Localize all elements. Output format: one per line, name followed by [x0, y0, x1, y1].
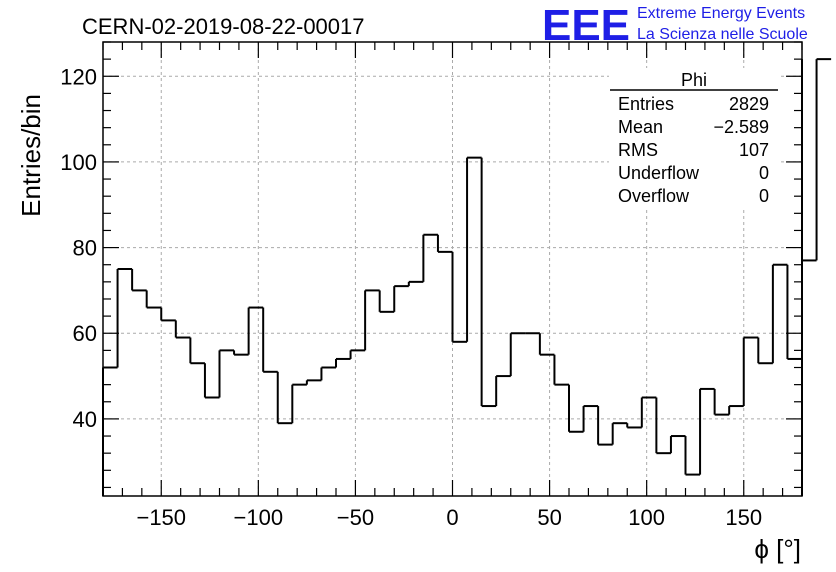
y-tick-label: 120: [60, 64, 97, 89]
stats-label: Entries: [618, 94, 674, 114]
logo-line-1: Extreme Energy Events: [637, 5, 805, 22]
stats-label: RMS: [618, 140, 658, 160]
eee-logo: EEE Extreme Energy Events La Scienza nel…: [542, 1, 808, 50]
x-tick-label: 50: [537, 505, 561, 530]
x-tick-label: −50: [337, 505, 374, 530]
x-tick-label: 100: [628, 505, 665, 530]
x-tick-label: 150: [725, 505, 762, 530]
y-tick-label: 40: [73, 407, 97, 432]
stats-value: 0: [759, 163, 769, 183]
y-tick-label: 60: [73, 321, 97, 346]
y-axis-label: Entries/bin: [16, 94, 46, 217]
y-tick-label: 80: [73, 236, 97, 261]
labels: CERN-02-2019-08-22-00017 Entries/bin ϕ […: [16, 14, 801, 564]
stats-box-background: [609, 68, 779, 210]
x-tick-label: 0: [446, 505, 458, 530]
stats-label: Mean: [618, 117, 663, 137]
stats-box: Phi Entries 2829 Mean −2.589 RMS 107 Underflow…: [609, 68, 779, 210]
stats-value: 0: [759, 186, 769, 206]
axes: −150 −100 −50 0 50 100 150 40 60 80 100 120: [60, 41, 803, 530]
stats-label: Overflow: [618, 186, 690, 206]
x-tick-label: −150: [136, 505, 186, 530]
stats-value: 2829: [729, 94, 769, 114]
logo-line-2: La Scienza nelle Scuole: [637, 26, 808, 43]
stats-label: Underflow: [618, 163, 700, 183]
x-axis-label: ϕ [°]: [754, 534, 801, 564]
stats-title: Phi: [681, 70, 707, 90]
stats-value: −2.589: [713, 117, 769, 137]
stats-rows: Entries 2829 Mean −2.589 RMS 107 Underflow 0 Ove…: [618, 94, 769, 206]
x-tick-label: −100: [234, 505, 284, 530]
logo-letters: EEE: [542, 1, 630, 50]
stats-value: 107: [739, 140, 769, 160]
chart-title: CERN-02-2019-08-22-00017: [82, 14, 365, 39]
y-tick-label: 100: [60, 150, 97, 175]
